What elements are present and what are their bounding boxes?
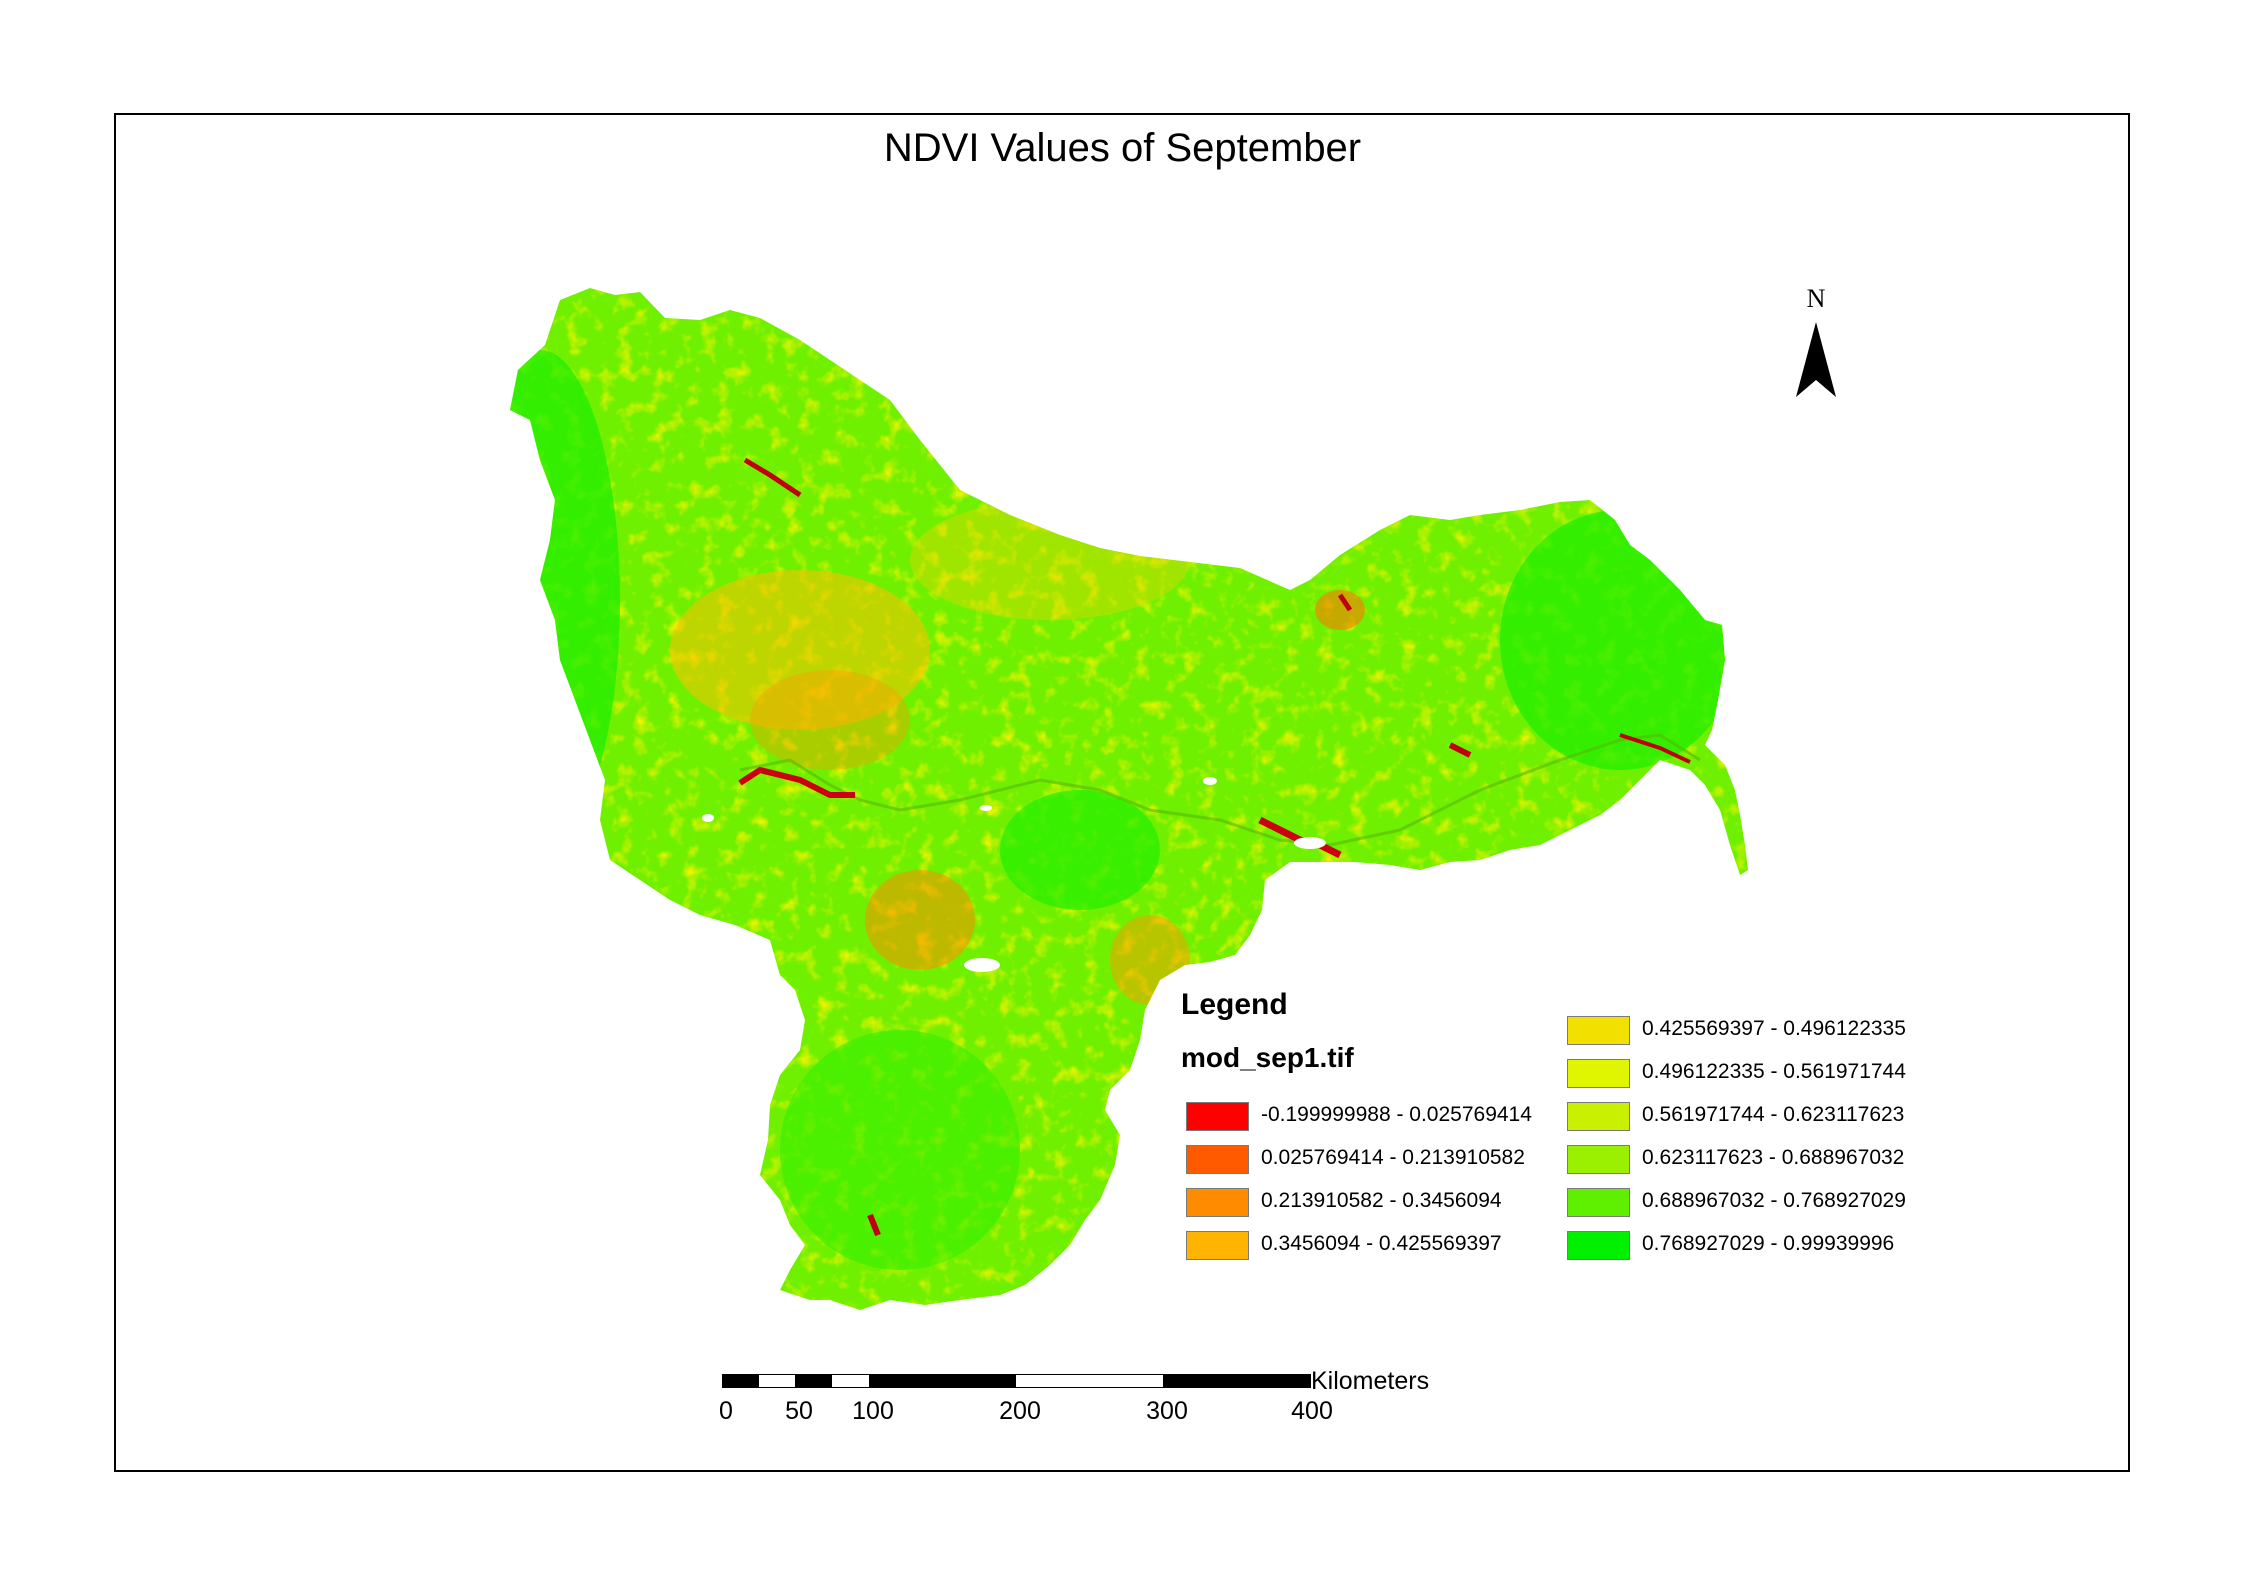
map-title: NDVI Values of September xyxy=(883,126,1362,170)
legend-swatch xyxy=(1567,1016,1630,1045)
north-label: N xyxy=(1806,284,1826,313)
legend-label: 0.025769414 - 0.213910582 xyxy=(1261,1146,1525,1169)
legend-label: 0.561971744 - 0.623117623 xyxy=(1642,1103,1905,1126)
scale-unit-label: Kilometers xyxy=(1311,1367,1430,1395)
legend-label: 0.3456094 - 0.425569397 xyxy=(1261,1232,1502,1255)
legend-label: 0.768927029 - 0.99939996 xyxy=(1642,1232,1895,1255)
scale-tick-label: 50 xyxy=(785,1397,813,1425)
legend-label: 0.688967032 - 0.768927029 xyxy=(1642,1189,1906,1212)
scale-tick-label: 100 xyxy=(852,1397,894,1425)
legend-swatch xyxy=(1567,1231,1630,1260)
legend-label: 0.213910582 - 0.3456094 xyxy=(1261,1189,1502,1212)
legend-swatch xyxy=(1567,1059,1630,1088)
map-frame xyxy=(114,113,2130,1472)
legend-swatch xyxy=(1567,1145,1630,1174)
scale-tick-label: 300 xyxy=(1146,1397,1188,1425)
legend-label: 0.623117623 - 0.688967032 xyxy=(1642,1146,1905,1169)
legend-swatch xyxy=(1186,1102,1249,1131)
scale-tick-label: 200 xyxy=(999,1397,1041,1425)
legend-swatch xyxy=(1186,1231,1249,1260)
legend-label: 0.425569397 - 0.496122335 xyxy=(1642,1017,1906,1040)
legend-label: -0.199999988 - 0.025769414 xyxy=(1261,1103,1532,1126)
scale-bar xyxy=(722,1374,1311,1388)
legend-swatch xyxy=(1567,1102,1630,1131)
north-arrow-icon xyxy=(1796,322,1836,397)
legend-layer-name: mod_sep1.tif xyxy=(1181,1042,1354,1073)
legend-swatch xyxy=(1567,1188,1630,1217)
scale-tick-label: 400 xyxy=(1291,1397,1333,1425)
legend-swatch xyxy=(1186,1188,1249,1217)
legend-swatch xyxy=(1186,1145,1249,1174)
scale-tick-label: 0 xyxy=(719,1397,733,1425)
legend-title: Legend xyxy=(1181,988,1288,1021)
legend-label: 0.496122335 - 0.561971744 xyxy=(1642,1060,1906,1083)
